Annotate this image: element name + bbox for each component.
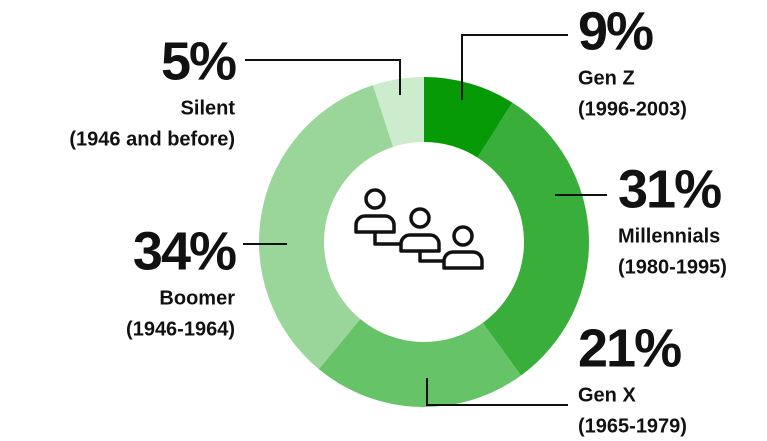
value-label: 9% <box>578 1 653 61</box>
donut-segment <box>477 102 589 376</box>
value-label: 21% <box>578 318 681 378</box>
period-label: (1996-2003) <box>578 98 687 120</box>
donut-segment <box>259 85 394 370</box>
category-label: Gen X <box>578 384 636 406</box>
people-icon <box>354 188 484 270</box>
donut-segment <box>373 77 424 147</box>
category-label: Gen Z <box>578 67 635 89</box>
category-label: Boomer <box>159 287 235 309</box>
period-label: (1946-1964) <box>126 318 235 340</box>
leader-line <box>426 378 568 406</box>
leader-line <box>461 34 568 100</box>
value-label: 34% <box>133 221 236 281</box>
period-label: (1980-1995) <box>618 256 727 278</box>
category-label: Silent <box>181 97 236 119</box>
period-label: (1946 and before) <box>69 128 235 150</box>
donut-segment <box>318 319 521 407</box>
value-label: 31% <box>618 159 721 219</box>
donut-segment <box>424 77 513 158</box>
value-label: 5% <box>161 31 236 91</box>
leader-line <box>245 59 401 95</box>
category-label: Millennials <box>618 225 720 247</box>
period-label: (1965-1979) <box>578 415 687 437</box>
